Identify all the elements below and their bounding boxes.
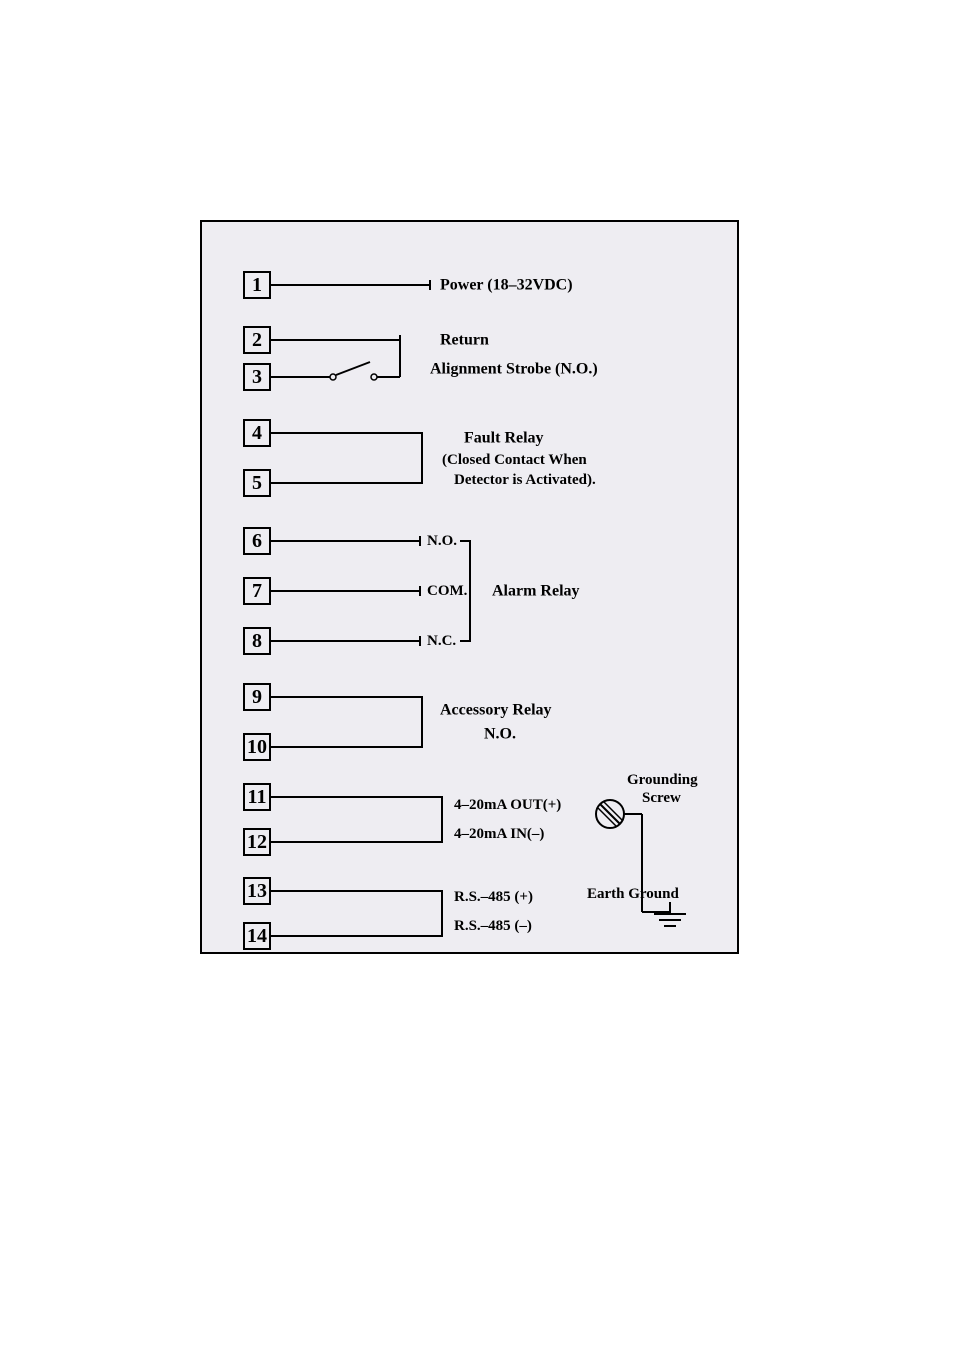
switch-node-right (371, 374, 377, 380)
label-grounding: Grounding (627, 772, 698, 788)
terminal-num-5: 5 (252, 472, 262, 494)
switch-node-left (330, 374, 336, 380)
label-align-strobe: Alignment Strobe (N.O.) (430, 361, 598, 378)
wiring-diagram-svg: 1 Power (18–32VDC) 2 Return 3 Alignment … (202, 222, 737, 952)
terminal-num-10: 10 (247, 736, 267, 758)
label-nc: N.C. (427, 633, 456, 649)
terminal-num-4: 4 (252, 422, 262, 444)
label-com: COM. (427, 583, 468, 599)
terminal-num-3: 3 (252, 366, 262, 388)
label-power: Power (18–32VDC) (440, 277, 573, 294)
label-fault-3: Detector is Activated). (454, 472, 596, 488)
terminal-num-6: 6 (252, 530, 262, 552)
terminal-num-12: 12 (247, 831, 267, 853)
bracket-fault (412, 433, 422, 483)
switch-arm (336, 362, 370, 375)
terminal-num-2: 2 (252, 329, 262, 351)
bracket-420 (432, 797, 442, 842)
page: 1 Power (18–32VDC) 2 Return 3 Alignment … (0, 0, 954, 1348)
terminal-num-1: 1 (252, 274, 262, 296)
bracket-accessory (412, 697, 422, 747)
label-fault-1: Fault Relay (464, 430, 544, 447)
terminal-num-13: 13 (247, 880, 267, 902)
label-earth-ground: Earth Ground (587, 886, 679, 902)
label-screw: Screw (642, 790, 681, 806)
diagram-frame: 1 Power (18–32VDC) 2 Return 3 Alignment … (200, 220, 739, 954)
label-420-out: 4–20mA OUT(+) (454, 797, 561, 813)
terminal-num-11: 11 (248, 786, 267, 808)
terminal-num-14: 14 (247, 925, 267, 947)
label-alarm-relay: Alarm Relay (492, 583, 580, 600)
label-rs485-p: R.S.–485 (+) (454, 889, 533, 905)
terminal-num-7: 7 (252, 580, 262, 602)
label-accessory: Accessory Relay (440, 702, 552, 719)
bracket-rs485 (432, 891, 442, 936)
label-fault-2: (Closed Contact When (442, 452, 587, 468)
terminal-num-9: 9 (252, 686, 262, 708)
label-420-in: 4–20mA IN(–) (454, 826, 544, 842)
label-rs485-n: R.S.–485 (–) (454, 918, 532, 934)
terminal-num-8: 8 (252, 630, 262, 652)
label-no: N.O. (427, 533, 457, 549)
label-accessory-no: N.O. (484, 726, 516, 743)
label-return: Return (440, 332, 489, 349)
